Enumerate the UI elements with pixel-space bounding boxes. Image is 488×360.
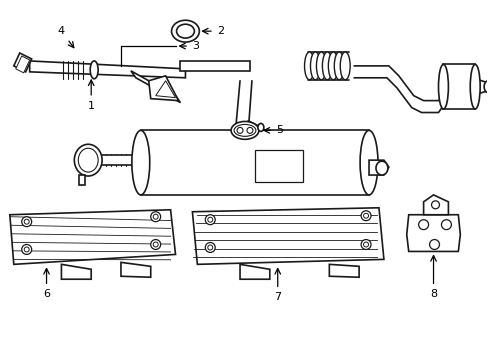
Ellipse shape bbox=[153, 214, 158, 219]
Text: 4: 4 bbox=[58, 26, 74, 48]
Ellipse shape bbox=[78, 148, 98, 172]
Ellipse shape bbox=[359, 130, 377, 195]
Polygon shape bbox=[131, 71, 180, 103]
Bar bbox=[443, 64, 474, 109]
Ellipse shape bbox=[469, 64, 479, 109]
Ellipse shape bbox=[74, 144, 102, 176]
Ellipse shape bbox=[171, 20, 199, 42]
Text: 1: 1 bbox=[87, 80, 95, 111]
Polygon shape bbox=[240, 264, 269, 279]
Text: 8: 8 bbox=[429, 256, 436, 299]
Polygon shape bbox=[10, 210, 175, 264]
Polygon shape bbox=[16, 56, 30, 73]
Ellipse shape bbox=[360, 239, 370, 249]
Ellipse shape bbox=[205, 243, 215, 252]
Ellipse shape bbox=[360, 211, 370, 221]
Text: 2: 2 bbox=[202, 26, 224, 36]
Ellipse shape bbox=[257, 123, 264, 131]
Ellipse shape bbox=[21, 217, 32, 227]
Polygon shape bbox=[148, 76, 178, 100]
Ellipse shape bbox=[90, 61, 98, 79]
Ellipse shape bbox=[363, 213, 368, 218]
Polygon shape bbox=[474, 79, 487, 95]
Polygon shape bbox=[30, 61, 185, 78]
Ellipse shape bbox=[375, 161, 387, 175]
Ellipse shape bbox=[150, 239, 161, 249]
Ellipse shape bbox=[340, 52, 349, 80]
Ellipse shape bbox=[304, 52, 314, 80]
Ellipse shape bbox=[441, 220, 450, 230]
Ellipse shape bbox=[237, 127, 243, 133]
Polygon shape bbox=[79, 175, 85, 185]
Polygon shape bbox=[155, 81, 175, 98]
Text: 7: 7 bbox=[274, 269, 281, 302]
Text: 5: 5 bbox=[264, 125, 283, 135]
Ellipse shape bbox=[21, 244, 32, 255]
Ellipse shape bbox=[310, 52, 320, 80]
Ellipse shape bbox=[438, 64, 447, 109]
Ellipse shape bbox=[334, 52, 344, 80]
Polygon shape bbox=[180, 61, 249, 71]
Ellipse shape bbox=[132, 130, 149, 195]
Bar bbox=[141, 130, 368, 195]
Ellipse shape bbox=[246, 127, 252, 133]
Ellipse shape bbox=[316, 52, 325, 80]
Polygon shape bbox=[101, 155, 142, 165]
Ellipse shape bbox=[150, 212, 161, 222]
Ellipse shape bbox=[24, 247, 29, 252]
Polygon shape bbox=[406, 215, 459, 251]
Ellipse shape bbox=[207, 217, 212, 222]
Polygon shape bbox=[121, 262, 150, 277]
Ellipse shape bbox=[153, 242, 158, 247]
Text: 6: 6 bbox=[43, 269, 50, 299]
Ellipse shape bbox=[483, 81, 488, 93]
Ellipse shape bbox=[234, 125, 255, 136]
Ellipse shape bbox=[24, 219, 29, 224]
Ellipse shape bbox=[205, 215, 215, 225]
Polygon shape bbox=[307, 52, 346, 80]
Polygon shape bbox=[423, 195, 447, 215]
Ellipse shape bbox=[418, 220, 427, 230]
Ellipse shape bbox=[363, 242, 368, 247]
Ellipse shape bbox=[431, 201, 439, 209]
Bar bbox=[254, 150, 302, 182]
Polygon shape bbox=[192, 208, 383, 264]
Ellipse shape bbox=[231, 121, 258, 139]
Text: 3: 3 bbox=[180, 41, 199, 51]
Polygon shape bbox=[368, 160, 388, 175]
Polygon shape bbox=[328, 264, 358, 277]
Ellipse shape bbox=[322, 52, 332, 80]
Polygon shape bbox=[14, 53, 32, 72]
Polygon shape bbox=[61, 264, 91, 279]
Ellipse shape bbox=[176, 24, 194, 38]
Ellipse shape bbox=[207, 245, 212, 250]
Ellipse shape bbox=[428, 239, 439, 249]
Ellipse shape bbox=[327, 52, 338, 80]
